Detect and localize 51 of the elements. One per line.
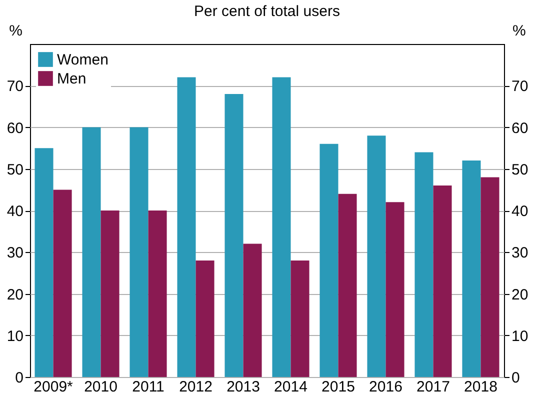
x-tick-label: 2015	[322, 378, 355, 396]
x-tick-label: 2013	[226, 378, 260, 396]
y-tick-label: 60	[6, 120, 24, 137]
x-tick-label: 2010	[84, 378, 118, 396]
y2-axis-title: %	[512, 22, 526, 40]
bar	[196, 260, 214, 377]
y-tick-label: 10	[6, 328, 24, 345]
bar	[433, 186, 452, 377]
y2-tick-label: 0	[512, 370, 520, 386]
bar	[100, 210, 120, 377]
bar	[367, 136, 386, 377]
y2-tick-label: 70	[512, 78, 528, 96]
y-tick-label: 30	[6, 244, 24, 262]
x-tick-label: 2016	[369, 378, 402, 396]
bar	[480, 177, 500, 377]
x-tick-label: 2014	[274, 378, 308, 396]
y-tick-label: 20	[6, 286, 24, 304]
bar	[462, 160, 481, 377]
bar	[224, 94, 244, 377]
bar	[148, 210, 167, 377]
x-tick-label: 2012	[179, 378, 212, 396]
bar	[386, 202, 404, 377]
y2-tick-label: 20	[512, 286, 528, 304]
bar	[338, 194, 357, 377]
y-axis-title: %	[9, 22, 22, 40]
bar	[53, 190, 72, 377]
bar	[34, 148, 54, 377]
x-tick-label: 2009*	[34, 378, 74, 396]
bar	[243, 244, 262, 377]
bar	[290, 260, 310, 377]
y2-tick-label: 50	[512, 161, 528, 178]
bar	[130, 127, 148, 377]
x-tick-label: 2011	[132, 378, 164, 396]
y-tick-label: 0	[15, 370, 24, 386]
y2-tick-label: 60	[512, 120, 528, 137]
x-tick-label: 2017	[416, 378, 450, 396]
y-tick-label: 50	[6, 161, 24, 178]
y2-tick-label: 40	[512, 203, 528, 220]
y2-tick-label: 30	[512, 244, 528, 262]
legend-label: Men	[57, 70, 86, 88]
bar	[414, 152, 434, 377]
chart-title: Per cent of total users	[194, 3, 340, 20]
bar	[320, 144, 338, 377]
y-tick-label: 70	[6, 78, 24, 96]
bar	[177, 77, 196, 377]
bar	[272, 77, 291, 377]
legend-label: Women	[57, 52, 108, 68]
y2-tick-label: 10	[512, 328, 528, 345]
bar	[82, 127, 101, 377]
x-tick-label: 2018	[464, 378, 498, 396]
y-tick-label: 40	[6, 203, 24, 220]
